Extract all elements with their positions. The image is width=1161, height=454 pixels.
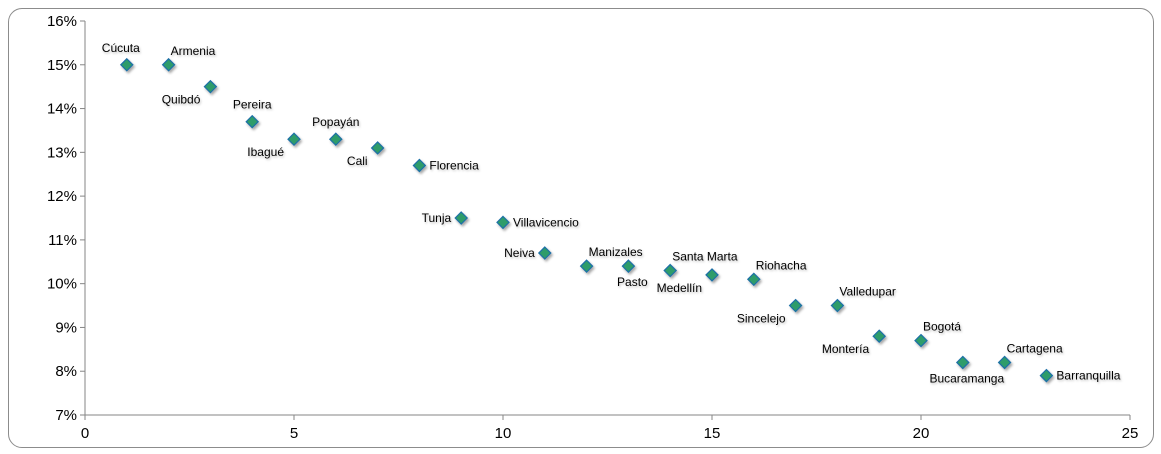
- point-label: Bucaramanga: [929, 371, 1004, 385]
- axes: [80, 20, 1131, 420]
- data-point: [161, 57, 176, 72]
- data-points: [119, 57, 1054, 383]
- point-label: Santa Marta: [672, 250, 738, 264]
- x-tick-label: 0: [81, 425, 89, 442]
- point-label: Florencia: [429, 158, 479, 172]
- point-label: Cali: [347, 154, 368, 168]
- data-point: [955, 355, 970, 370]
- data-point: [788, 298, 803, 313]
- point-label: Ibagué: [247, 145, 284, 159]
- point-label: Villavicencio: [513, 215, 579, 229]
- point-label: Quibdó: [162, 93, 201, 107]
- data-point: [830, 298, 845, 313]
- data-point: [412, 158, 427, 173]
- point-label: Tunja: [422, 211, 452, 225]
- data-point: [287, 132, 301, 147]
- data-point: [621, 259, 636, 274]
- point-label: Pereira: [233, 98, 272, 112]
- point-label: Bogotá: [923, 320, 961, 334]
- point-labels: Cúcuta Armenia Quibdó Pereira Ibagué Popayán C…: [102, 41, 1121, 386]
- point-label: Valledupar: [839, 285, 895, 299]
- x-tick-label: 10: [495, 425, 512, 442]
- data-point: [496, 215, 510, 230]
- point-label: Cartagena: [1007, 341, 1063, 355]
- point-label: Barranquilla: [1056, 369, 1120, 383]
- data-point: [663, 263, 678, 278]
- point-label: Sincelejo: [737, 312, 786, 326]
- data-point: [328, 132, 343, 147]
- data-point: [705, 268, 719, 282]
- data-point: [203, 79, 218, 94]
- data-point: [579, 259, 594, 274]
- data-point: [746, 272, 761, 287]
- data-point: [245, 114, 260, 129]
- y-tick-label: 9%: [55, 319, 77, 336]
- y-tick-label: 14%: [47, 101, 77, 118]
- point-label: Riohacha: [756, 258, 807, 272]
- y-tick-label: 11%: [48, 232, 77, 249]
- y-tick-label: 15%: [47, 57, 77, 74]
- point-label: Manizales: [589, 245, 643, 259]
- y-tick-label: 8%: [55, 363, 77, 380]
- data-point: [872, 329, 887, 344]
- data-point: [370, 141, 385, 155]
- data-point: [454, 211, 469, 225]
- y-tick-label: 12%: [47, 188, 77, 205]
- x-tick-label: 5: [290, 425, 298, 442]
- data-point: [119, 57, 134, 72]
- x-tick-label: 25: [1122, 425, 1139, 442]
- point-label: Popayán: [312, 115, 359, 129]
- y-tick-label: 7%: [55, 407, 77, 424]
- point-label: Medellín: [657, 281, 702, 295]
- data-point: [1039, 368, 1054, 383]
- x-tick-label: 15: [704, 425, 721, 442]
- y-tick-label: 13%: [47, 144, 77, 161]
- point-label: Pasto: [617, 275, 648, 289]
- point-label: Montería: [822, 342, 870, 356]
- y-tick-label: 16%: [47, 13, 77, 30]
- point-label: Cúcuta: [102, 41, 140, 55]
- data-point: [537, 246, 552, 260]
- point-label: Neiva: [504, 246, 535, 260]
- tick-labels: 7% 8% 9% 10% 11% 12% 13% 14% 15% 16% 0 5 10 15 20 25: [47, 13, 1138, 442]
- x-tick-label: 20: [913, 425, 930, 442]
- point-label: Armenia: [171, 44, 216, 58]
- data-point: [914, 333, 928, 348]
- chart-frame: [8, 8, 1154, 448]
- y-tick-label: 10%: [47, 276, 77, 293]
- data-point: [997, 355, 1012, 370]
